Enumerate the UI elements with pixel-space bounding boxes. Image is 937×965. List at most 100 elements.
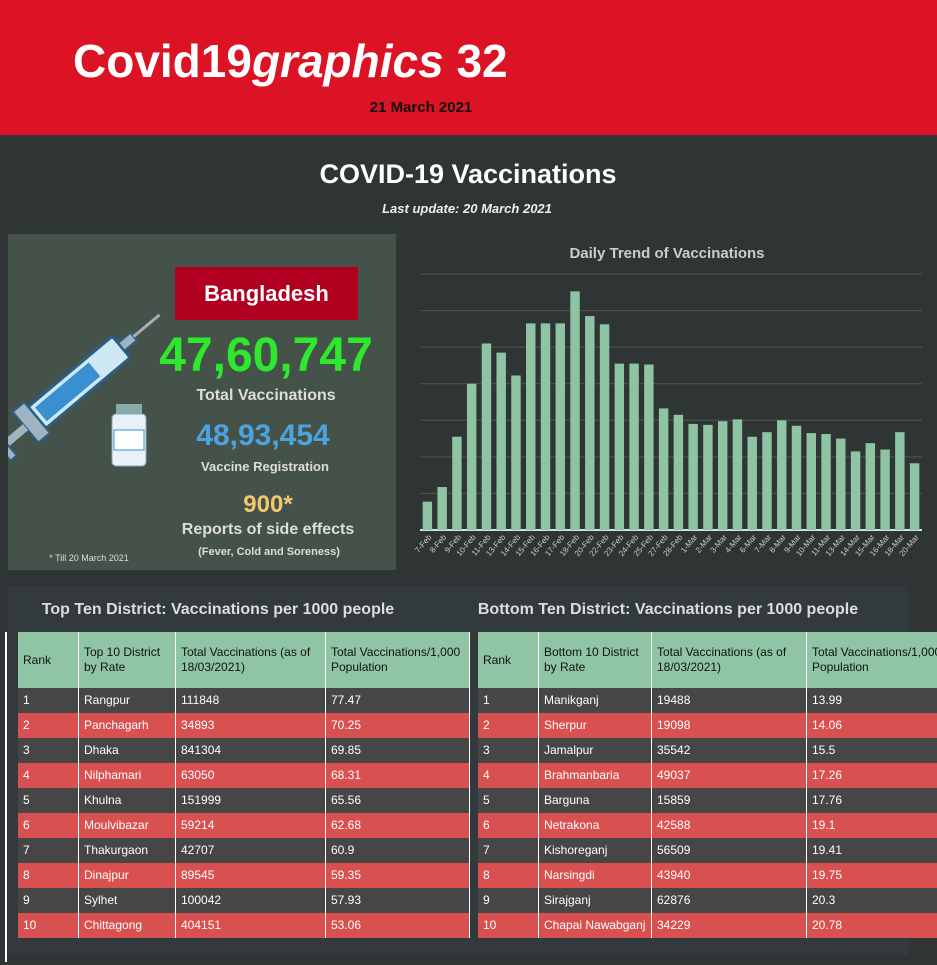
cell: 77.47 — [325, 688, 470, 713]
cell: 62876 — [651, 888, 807, 913]
cell: 6 — [18, 813, 79, 838]
cell: 5 — [18, 788, 79, 813]
bar — [880, 449, 890, 530]
cell: 111848 — [175, 688, 326, 713]
cell: Netrakona — [538, 813, 652, 838]
column-header: Top 10 District by Rate — [78, 632, 176, 688]
cell: 9 — [18, 888, 79, 913]
cell: Kishoreganj — [538, 838, 652, 863]
column-header: Total Vaccinations/1,000 Population — [325, 632, 470, 688]
bar — [540, 323, 551, 530]
cell: 68.31 — [325, 763, 470, 788]
cell: Jamalpur — [538, 738, 652, 763]
cell: 49037 — [651, 763, 807, 788]
table-row: 8 Narsingdi 43940 19.75 — [478, 863, 937, 888]
cell: 151999 — [175, 788, 326, 813]
cell: 69.85 — [325, 738, 470, 763]
table-row: 5 Barguna 15859 17.76 — [478, 788, 937, 813]
cell: 100042 — [175, 888, 326, 913]
cell: Chittagong — [78, 913, 176, 938]
cell: 7 — [18, 838, 79, 863]
bar — [570, 291, 580, 530]
cell: Khulna — [78, 788, 176, 813]
cell: 89545 — [175, 863, 326, 888]
date: 21 March 2021 — [369, 99, 473, 116]
bar — [836, 438, 846, 530]
bar — [777, 420, 787, 530]
top-table: Rank Top 10 District by Rate Total Vaccina… — [18, 632, 470, 938]
column-header: Bottom 10 District by Rate — [538, 632, 652, 688]
cell: 20.3 — [806, 888, 937, 913]
column-header: Rank — [478, 632, 539, 688]
bar — [658, 408, 669, 530]
bar — [865, 443, 876, 530]
main-title: COVID-19 Vaccinations — [319, 159, 617, 189]
bar — [850, 451, 861, 530]
cell: 19.1 — [806, 813, 937, 838]
country-badge: Bangladesh — [175, 267, 358, 320]
cell: Barguna — [538, 788, 652, 813]
cell: 4 — [478, 763, 539, 788]
cell: Dhaka — [78, 738, 176, 763]
header-row: Rank Top 10 District by Rate Total Vaccina… — [18, 632, 470, 688]
bar — [437, 487, 447, 530]
cell: Sherpur — [538, 713, 652, 738]
cell: Sylhet — [78, 888, 176, 913]
brand-part: Covid19 — [73, 35, 252, 87]
table-title: Top Ten District: Vaccinations per 1000 … — [41, 601, 395, 618]
cell: 19488 — [651, 688, 807, 713]
cell: 6 — [478, 813, 539, 838]
cell: 841304 — [175, 738, 326, 763]
bar — [673, 414, 684, 530]
header — [0, 0, 937, 135]
cell: Panchagarh — [78, 713, 176, 738]
cell: 404151 — [175, 913, 326, 938]
cell: 60.9 — [325, 838, 470, 863]
bottom-table: Rank Bottom 10 District by Rate Total Vacc… — [478, 632, 937, 938]
cell: 20.78 — [806, 913, 937, 938]
cell: Dinajpur — [78, 863, 176, 888]
table-row: 9 Sylhet 100042 57.93 — [18, 888, 470, 913]
cell: 14.06 — [806, 713, 937, 738]
bar — [747, 436, 757, 530]
cell: 65.56 — [325, 788, 470, 813]
cell: 35542 — [651, 738, 807, 763]
bar — [821, 434, 831, 530]
table-row: 4 Brahmanbaria 49037 17.26 — [478, 763, 937, 788]
bar — [644, 364, 654, 530]
table-row: 9 Sirajganj 62876 20.3 — [478, 888, 937, 913]
cell: Sirajganj — [538, 888, 652, 913]
cell: Chapai Nawabganj — [538, 913, 652, 938]
table-row: 10 Chittagong 404151 53.06 — [18, 913, 470, 938]
table-row: 3 Dhaka 841304 69.85 — [18, 738, 470, 763]
bar — [732, 419, 743, 530]
side-effects-note: (Fever, Cold and Soreness) — [198, 546, 340, 558]
column-header: Rank — [18, 632, 79, 688]
total-vaccinations: 47,60,747 — [159, 329, 373, 382]
table-row: 6 Moulvibazar 59214 62.68 — [18, 813, 470, 838]
brand-title: Covid19graphics 32 — [73, 34, 508, 88]
brand-part: 32 — [456, 35, 508, 87]
column-header: Total Vaccinations/1,000 Population — [806, 632, 937, 688]
bar — [688, 423, 698, 530]
bar — [703, 424, 713, 530]
cell: 3 — [478, 738, 539, 763]
registration-label: Vaccine Registration — [201, 459, 329, 474]
table-title: Bottom Ten District: Vaccinations per 10… — [477, 601, 859, 618]
cell: 4 — [18, 763, 79, 788]
cell: 34229 — [651, 913, 807, 938]
bar — [599, 324, 610, 530]
cell: 3 — [18, 738, 79, 763]
bar — [614, 363, 625, 530]
side-effects: 900* — [243, 491, 293, 518]
cell: 2 — [478, 713, 539, 738]
cell: 70.25 — [325, 713, 470, 738]
table-row: 5 Khulna 151999 65.56 — [18, 788, 470, 813]
cell: 42707 — [175, 838, 326, 863]
bar — [791, 425, 802, 530]
side-effects-label: Reports of side effects — [181, 521, 355, 538]
cell: 56509 — [651, 838, 807, 863]
table-row: 2 Panchagarh 34893 70.25 — [18, 713, 470, 738]
total-label: Total Vaccinations — [196, 387, 336, 404]
cell: 15.5 — [806, 738, 937, 763]
